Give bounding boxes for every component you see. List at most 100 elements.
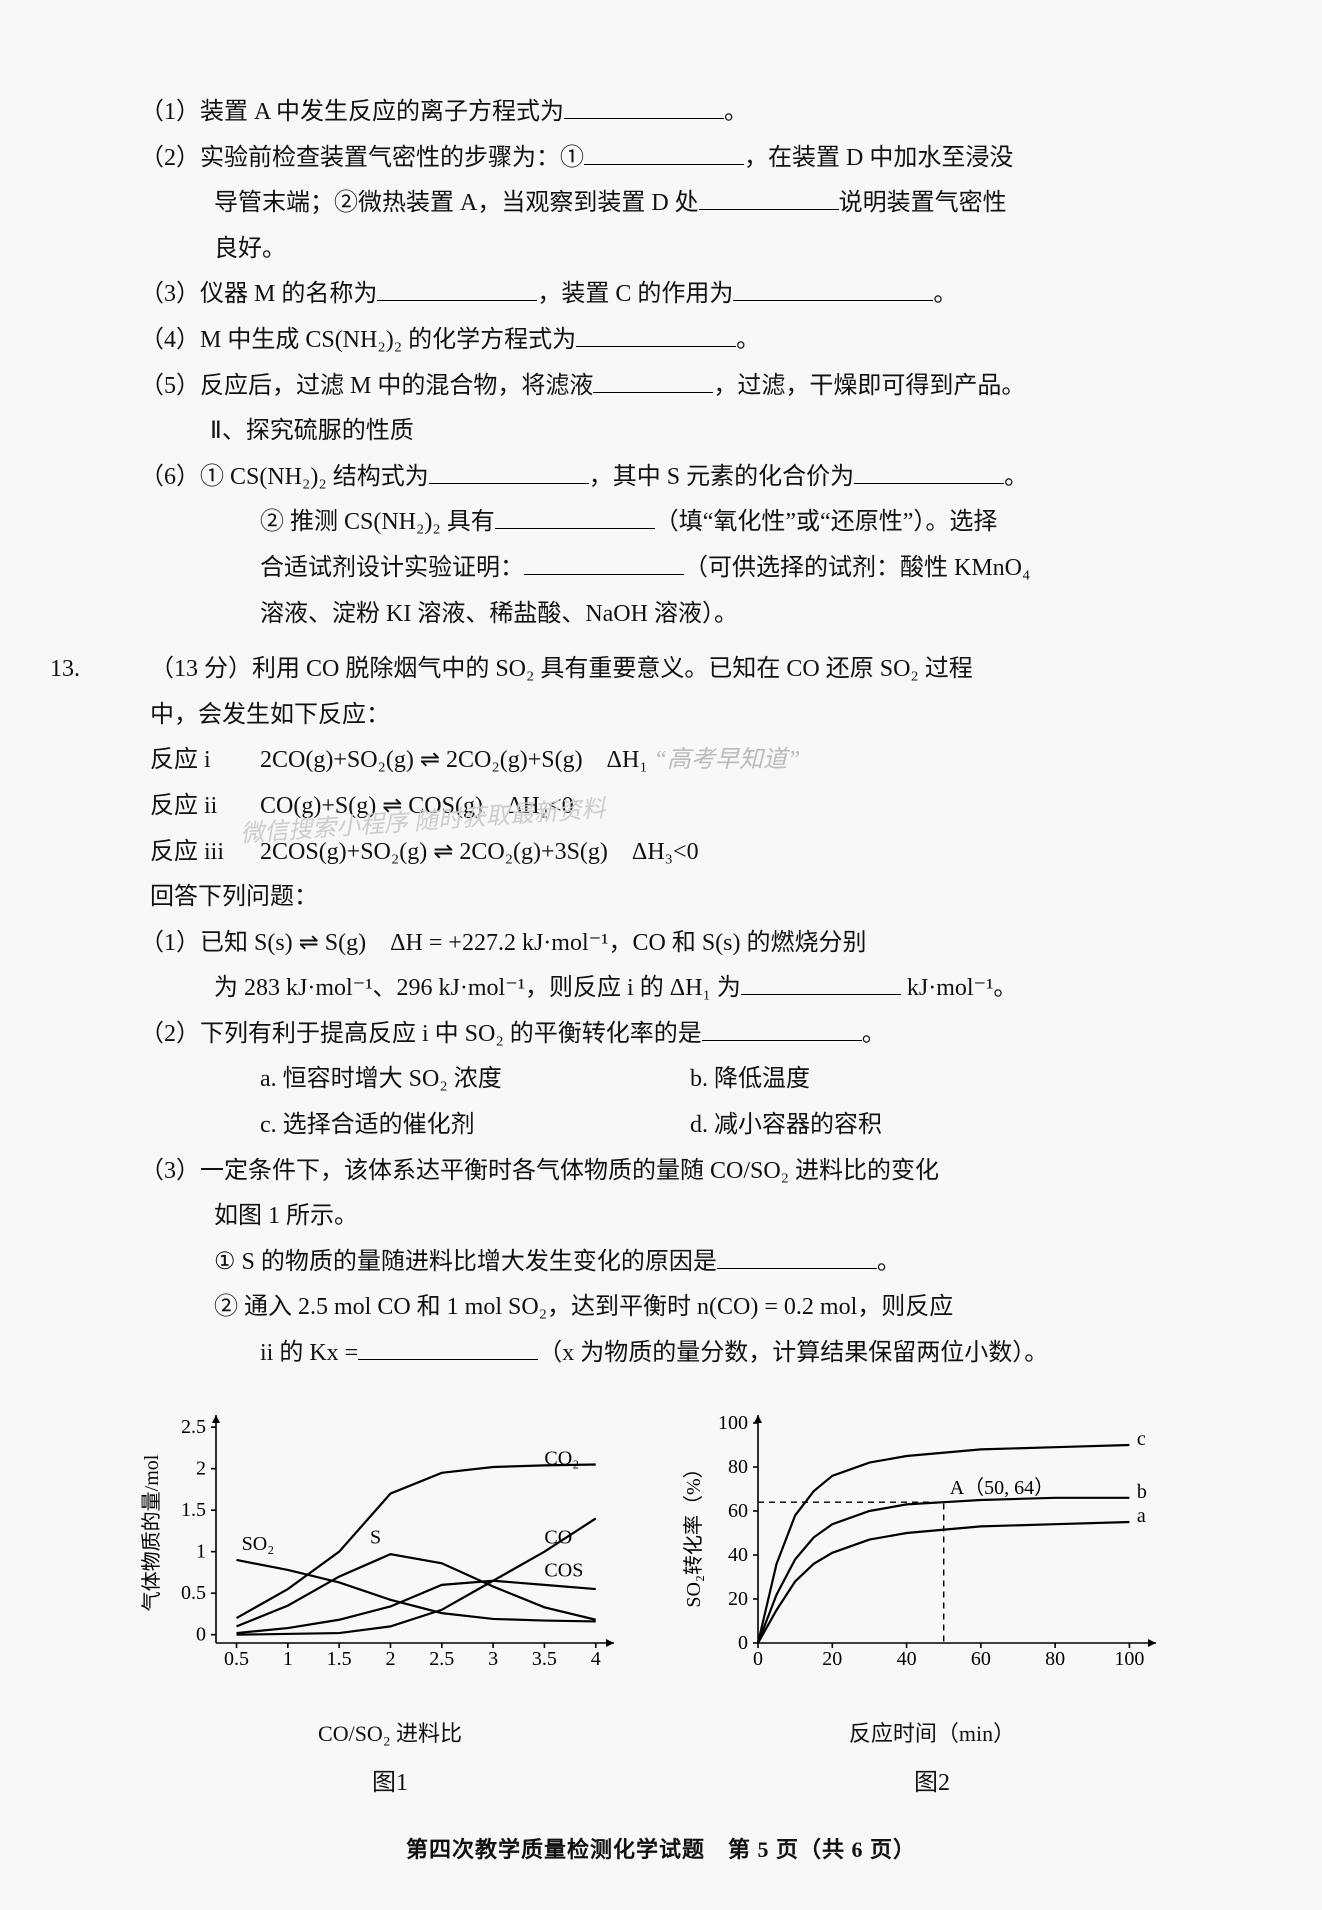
t: 实验前检查装置气密性的步骤为：① xyxy=(200,145,584,171)
chart1: 0.511.522.533.5400.511.522.5气体物质的量/molSO… xyxy=(140,1397,640,1697)
svg-text:SO₂转化率（%）: SO₂转化率（%） xyxy=(682,1458,705,1607)
q12-part2: （2）实验前检查装置气密性的步骤为：①，在装置 D 中加水至浸没 xyxy=(140,136,1222,182)
label: （1） xyxy=(140,99,200,125)
t: ，过滤，干燥即可得到产品。 xyxy=(713,373,1025,399)
blank-13-1[interactable] xyxy=(741,969,901,995)
svg-text:S: S xyxy=(370,1526,381,1548)
blank-12-5[interactable] xyxy=(593,366,713,392)
svg-text:40: 40 xyxy=(728,1544,748,1566)
q13-back: 回答下列问题： xyxy=(150,875,1222,921)
svg-text:1.5: 1.5 xyxy=(181,1499,206,1521)
option-a[interactable]: a. 恒容时增大 SO₂ 浓度 xyxy=(260,1057,690,1103)
t: 。 xyxy=(933,281,957,307)
blank-12-2a[interactable] xyxy=(584,138,744,164)
label: （1） xyxy=(140,930,200,956)
label: （2） xyxy=(140,1021,200,1047)
t: M 中生成 CS(NH₂)₂ 的化学方程式为 xyxy=(200,327,576,353)
blank-12-6a[interactable] xyxy=(429,457,589,483)
svg-text:SO₂: SO₂ xyxy=(242,1533,275,1555)
blank-12-6d[interactable] xyxy=(524,549,684,575)
q13-number: 13. xyxy=(100,647,150,693)
q13-intro2: 中，会发生如下反应： xyxy=(150,693,1222,739)
q12-part3: （3）仪器 M 的名称为 ，装置 C 的作用为 。 xyxy=(140,272,1222,318)
label: （3） xyxy=(140,1158,200,1184)
blank-12-1[interactable] xyxy=(564,93,724,119)
q13-options-row1: a. 恒容时增大 SO₂ 浓度 b. 降低温度 xyxy=(260,1057,1222,1103)
option-b[interactable]: b. 降低温度 xyxy=(690,1057,1120,1103)
svg-text:40: 40 xyxy=(897,1648,917,1670)
page-footer: 第四次教学质量检测化学试题 第 5 页（共 6 页） xyxy=(100,1829,1222,1871)
label: （6） xyxy=(140,464,200,490)
blank-12-3a[interactable] xyxy=(377,275,537,301)
option-c[interactable]: c. 选择合适的催化剂 xyxy=(260,1103,690,1149)
chart2-box: 020406080100020406080100SO₂转化率（%）abcA（50… xyxy=(682,1397,1182,1807)
chart2: 020406080100020406080100SO₂转化率（%）abcA（50… xyxy=(682,1397,1182,1697)
chart1-xlabel: CO/SO₂ 进料比 xyxy=(140,1713,640,1755)
label: （4） xyxy=(140,327,200,353)
t: ，装置 C 的作用为 xyxy=(537,281,733,307)
q13: 13.（13 分）利用 CO 脱除烟气中的 SO₂ 具有重要意义。已知在 CO … xyxy=(100,647,1222,1377)
q13-part1: （1）已知 S(s) ⇌ S(g) ΔH = +227.2 kJ·mol⁻¹，C… xyxy=(140,921,1222,967)
svg-text:1: 1 xyxy=(196,1540,206,1562)
blank-12-6c[interactable] xyxy=(495,503,655,529)
t: 。 xyxy=(724,99,748,125)
chart1-caption: 图1 xyxy=(140,1761,640,1807)
blank-12-3b[interactable] xyxy=(733,275,933,301)
svg-text:b: b xyxy=(1137,1480,1147,1502)
t: 下列有利于提高反应 i 中 SO₂ 的平衡转化率的是 xyxy=(200,1021,702,1047)
t: ii 的 Kx = xyxy=(260,1340,358,1366)
label: （3） xyxy=(140,281,200,307)
blank-12-2b[interactable] xyxy=(699,184,839,210)
t: 装置 A 中发生反应的离子方程式为 xyxy=(200,99,564,125)
blank-12-4[interactable] xyxy=(576,321,736,347)
q12-part6: （6）① CS(NH₂)₂ 结构式为，其中 S 元素的化合价为。 xyxy=(140,455,1222,501)
svg-text:60: 60 xyxy=(728,1500,748,1522)
svg-text:20: 20 xyxy=(728,1588,748,1610)
t: 说明装置气密性 xyxy=(839,190,1007,216)
q12-part6-2: ② 推测 CS(NH₂)₂ 具有（填“氧化性”或“还原性”）。选择 xyxy=(260,500,1222,546)
t: 一定条件下，该体系达平衡时各气体物质的量随 CO/SO₂ 进料比的变化 xyxy=(200,1158,939,1184)
t: 。 xyxy=(862,1021,886,1047)
charts-row: 0.511.522.533.5400.511.522.5气体物质的量/molSO… xyxy=(140,1397,1182,1807)
q12-part4: （4）M 中生成 CS(NH₂)₂ 的化学方程式为。 xyxy=(140,318,1222,364)
t: ② 推测 CS(NH₂)₂ 具有 xyxy=(260,509,495,535)
t: 仪器 M 的名称为 xyxy=(200,281,377,307)
chart2-caption: 图2 xyxy=(682,1761,1182,1807)
q13-part3-c1: ① S 的物质的量随进料比增大发生变化的原因是 。 xyxy=(214,1240,1222,1286)
chart2-xlabel: 反应时间（min） xyxy=(682,1713,1182,1755)
t: ① S 的物质的量随进料比增大发生变化的原因是 xyxy=(214,1249,717,1275)
svg-text:2.5: 2.5 xyxy=(181,1416,206,1438)
t: ① CS(NH₂)₂ 结构式为 xyxy=(200,464,429,490)
t: 。 xyxy=(877,1249,901,1275)
t: kJ·mol⁻¹。 xyxy=(901,975,1018,1001)
label: （2） xyxy=(140,145,200,171)
t: 已知 S(s) ⇌ S(g) ΔH = +227.2 kJ·mol⁻¹，CO 和… xyxy=(200,930,867,956)
blank-13-3b[interactable] xyxy=(358,1334,538,1360)
q13-part3-c2: ② 通入 2.5 mol CO 和 1 mol SO₂，达到平衡时 n(CO) … xyxy=(214,1285,1222,1331)
svg-text:CO₂: CO₂ xyxy=(544,1447,579,1469)
q13-part3: （3）一定条件下，该体系达平衡时各气体物质的量随 CO/SO₂ 进料比的变化 xyxy=(140,1149,1222,1195)
blank-12-6b[interactable] xyxy=(854,457,1004,483)
section-ii-heading: Ⅱ、探究硫脲的性质 xyxy=(210,409,1222,455)
q12-part6-4: 溶液、淀粉 KI 溶液、稀盐酸、NaOH 溶液）。 xyxy=(260,592,1222,638)
svg-text:20: 20 xyxy=(822,1648,842,1670)
svg-text:0: 0 xyxy=(738,1632,748,1654)
svg-text:2: 2 xyxy=(385,1648,395,1670)
t: 为 283 kJ·mol⁻¹、296 kJ·mol⁻¹，则反应 i 的 ΔH₁ … xyxy=(214,975,741,1001)
t: （13 分）利用 CO 脱除烟气中的 SO₂ 具有重要意义。已知在 CO 还原 … xyxy=(150,656,973,682)
blank-13-2[interactable] xyxy=(702,1014,862,1040)
q13-part3-c2b: ii 的 Kx =（x 为物质的量分数，计算结果保留两位小数）。 xyxy=(260,1331,1222,1377)
svg-text:3.5: 3.5 xyxy=(532,1648,557,1670)
label: （5） xyxy=(140,373,200,399)
blank-13-3a[interactable] xyxy=(717,1242,877,1268)
t: 导管末端；②微热装置 A，当观察到装置 D 处 xyxy=(214,190,699,216)
q12-part6-3: 合适试剂设计实验证明：（可供选择的试剂：酸性 KMnO₄ xyxy=(260,546,1222,592)
svg-text:80: 80 xyxy=(728,1456,748,1478)
svg-text:80: 80 xyxy=(1045,1648,1065,1670)
t: 。 xyxy=(1004,464,1028,490)
svg-text:0.5: 0.5 xyxy=(181,1582,206,1604)
option-d[interactable]: d. 减小容器的容积 xyxy=(690,1103,1120,1149)
svg-text:100: 100 xyxy=(718,1412,748,1434)
rxn-i: 反应 i2CO(g)+SO₂(g) ⇌ 2CO₂(g)+S(g) ΔH₁ “高考… xyxy=(150,738,1222,784)
svg-text:气体物质的量/mol: 气体物质的量/mol xyxy=(140,1454,163,1611)
